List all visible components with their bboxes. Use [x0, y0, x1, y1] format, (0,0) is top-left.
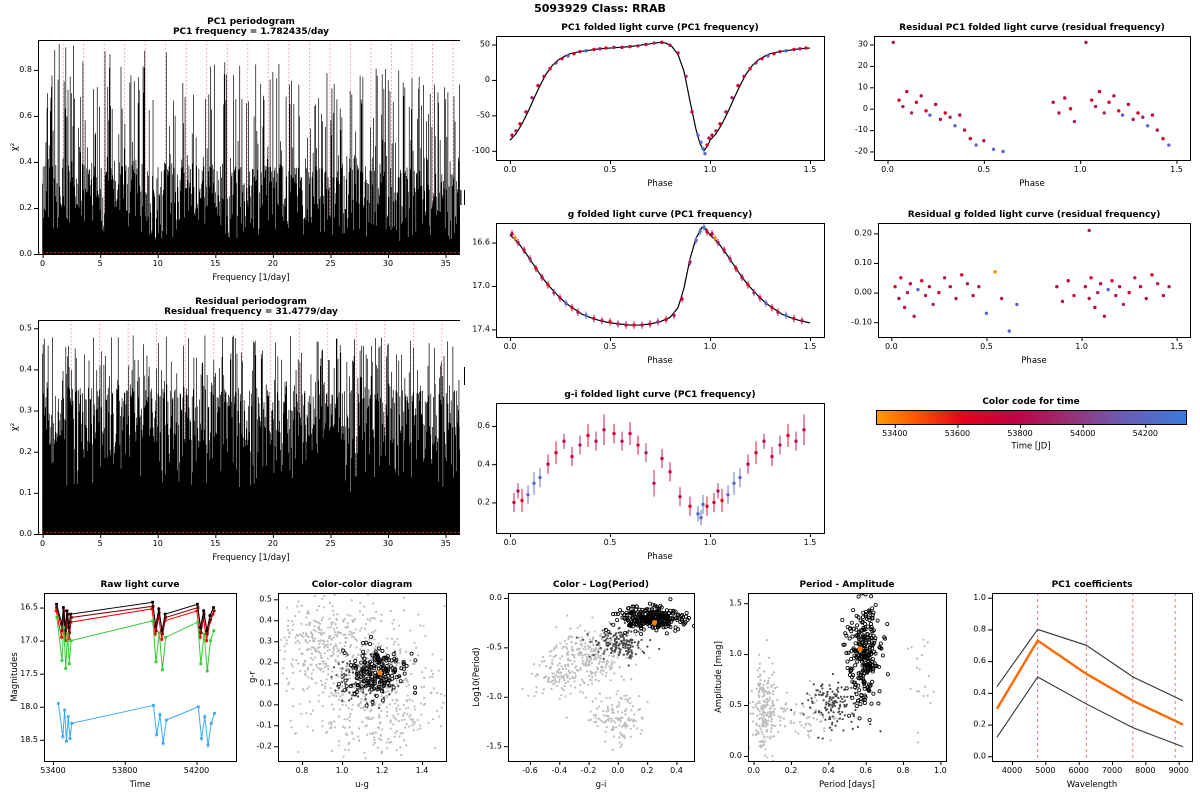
panel-residual-periodogram: [8, 292, 470, 564]
residual-g-folded-canvas: [840, 205, 1198, 367]
panel-gi-folded-light-curve: [460, 385, 832, 565]
panel-color-logperiod: [470, 575, 700, 795]
g-folded-canvas: [460, 205, 832, 367]
period-amplitude-canvas: [712, 575, 952, 795]
panel-residual-pc1-folded: [840, 18, 1198, 190]
color-color-canvas: [246, 575, 450, 795]
pc1-coefficients-canvas: [962, 575, 1198, 795]
residual-periodogram-canvas: [8, 292, 470, 564]
residual-pc1-folded-canvas: [840, 18, 1198, 190]
panel-period-amplitude: [712, 575, 952, 795]
panel-time-colorbar: [840, 390, 1198, 466]
panel-pc1-folded-light-curve: [460, 18, 832, 190]
color-logperiod-canvas: [470, 575, 700, 795]
panel-color-color-diagram: [246, 575, 450, 795]
time-colorbar-canvas: [840, 390, 1198, 466]
panel-g-folded-light-curve: [460, 205, 832, 367]
pc1-periodogram-canvas: [8, 12, 470, 284]
pc1-folded-canvas: [460, 18, 832, 190]
panel-pc1-periodogram: [8, 12, 470, 284]
figure-title: 5093929 Class: RRAB: [534, 2, 666, 15]
gi-folded-canvas: [460, 385, 832, 565]
raw-light-curve-canvas: [8, 575, 240, 795]
panel-residual-g-folded: [840, 205, 1198, 367]
panel-pc1-coefficients: [962, 575, 1198, 795]
panel-raw-light-curve: [8, 575, 240, 795]
